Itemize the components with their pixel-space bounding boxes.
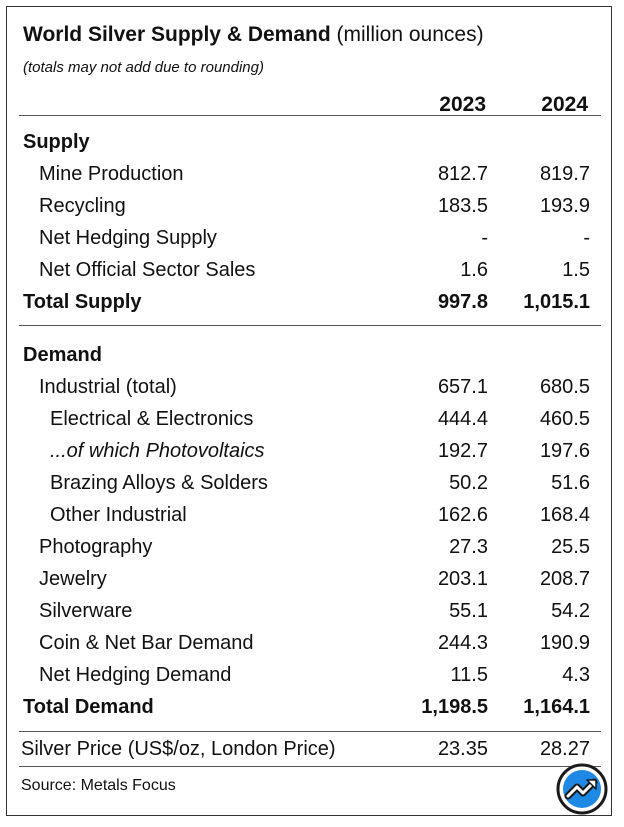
row-label: Mine Production [39,163,184,185]
table-row: Coin & Net Bar Demand 244.3 190.9 [7,627,613,659]
value-2024: 1.5 [562,259,590,281]
header-divider [19,115,601,116]
value-2023: 1,198.5 [421,696,488,718]
value-2024: 51.6 [551,472,590,494]
row-label: Net Hedging Demand [39,664,232,686]
table-row: Mine Production 812.7 819.7 [7,158,613,190]
value-2024: 1,015.1 [523,291,590,313]
row-label: Recycling [39,195,126,217]
value-2024: 54.2 [551,600,590,622]
value-2023: 55.1 [449,600,488,622]
row-label: Silverware [39,600,133,622]
row-label: Silver Price (US$/oz, London Price) [21,738,336,760]
value-2023: 244.3 [437,632,488,654]
price-divider [19,766,601,767]
table-row: Silverware 55.1 54.2 [7,595,613,627]
table-row: Other Industrial 162.6 168.4 [7,499,613,531]
row-label: Other Industrial [50,504,187,526]
row-label: Total Demand [23,696,154,718]
value-2023: 192.7 [437,440,488,462]
table-row: Net Hedging Demand 11.5 4.3 [7,659,613,691]
demand-divider [19,731,601,732]
value-2023: 50.2 [449,472,488,494]
table-title: World Silver Supply & Demand (million ou… [23,23,484,46]
trend-arrow-icon [556,763,608,815]
table-row: Brazing Alloys & Solders 50.2 51.6 [7,467,613,499]
value-2023: 444.4 [437,408,488,430]
value-2023: 203.1 [437,568,488,590]
value-2023: 812.7 [437,163,488,185]
table-row: Photography 27.3 25.5 [7,531,613,563]
value-2024: 680.5 [539,376,590,398]
value-2024: - [583,227,590,249]
row-label: Photography [39,536,153,558]
supply-demand-table: World Silver Supply & Demand (million ou… [6,6,612,816]
row-label: Total Supply [23,291,142,313]
value-2023: 27.3 [449,536,488,558]
rounding-note: (totals may not add due to rounding) [23,59,264,76]
total-demand-row: Total Demand 1,198.5 1,164.1 [7,691,613,723]
row-label: Jewelry [39,568,107,590]
value-2024: 4.3 [562,664,590,686]
value-2023: 162.6 [437,504,488,526]
row-label: Electrical & Electronics [50,408,254,430]
table-row: Net Official Sector Sales 1.6 1.5 [7,254,613,286]
value-2023: 997.8 [437,291,488,313]
title-unit: (million ounces) [336,23,484,46]
source-note: Source: Metals Focus [21,777,176,794]
supply-divider [19,325,601,326]
silver-price-row: Silver Price (US$/oz, London Price) 23.3… [7,733,613,765]
value-2024: 25.5 [551,536,590,558]
table-row: Industrial (total) 657.1 680.5 [7,371,613,403]
demand-section-header: Demand [23,344,102,366]
value-2024: 819.7 [539,163,590,185]
value-2024: 193.9 [539,195,590,217]
year-header-2023: 2023 [439,93,486,116]
value-2024: 208.7 [539,568,590,590]
value-2024: 1,164.1 [523,696,590,718]
value-2023: 1.6 [460,259,488,281]
table-row: Net Hedging Supply - - [7,222,613,254]
row-label: Net Hedging Supply [39,227,217,249]
value-2023: 183.5 [437,195,488,217]
table-row: Electrical & Electronics 444.4 460.5 [7,403,613,435]
table-row: Recycling 183.5 193.9 [7,190,613,222]
table-row: Jewelry 203.1 208.7 [7,563,613,595]
value-2023: 23.35 [437,738,488,760]
value-2023: 657.1 [437,376,488,398]
value-2024: 168.4 [539,504,590,526]
value-2024: 197.6 [539,440,590,462]
total-supply-row: Total Supply 997.8 1,015.1 [7,286,613,318]
value-2023: - [481,227,488,249]
table-row: ...of which Photovoltaics 192.7 197.6 [7,435,613,467]
value-2024: 190.9 [539,632,590,654]
year-header-2024: 2024 [541,93,588,116]
row-label: Coin & Net Bar Demand [39,632,254,654]
row-label: Brazing Alloys & Solders [50,472,268,494]
supply-section-header: Supply [23,131,90,153]
value-2024: 460.5 [539,408,590,430]
row-label: ...of which Photovoltaics [50,440,265,462]
value-2023: 11.5 [450,664,488,686]
row-label: Industrial (total) [39,376,177,398]
value-2024: 28.27 [539,738,590,760]
row-label: Net Official Sector Sales [39,259,256,281]
